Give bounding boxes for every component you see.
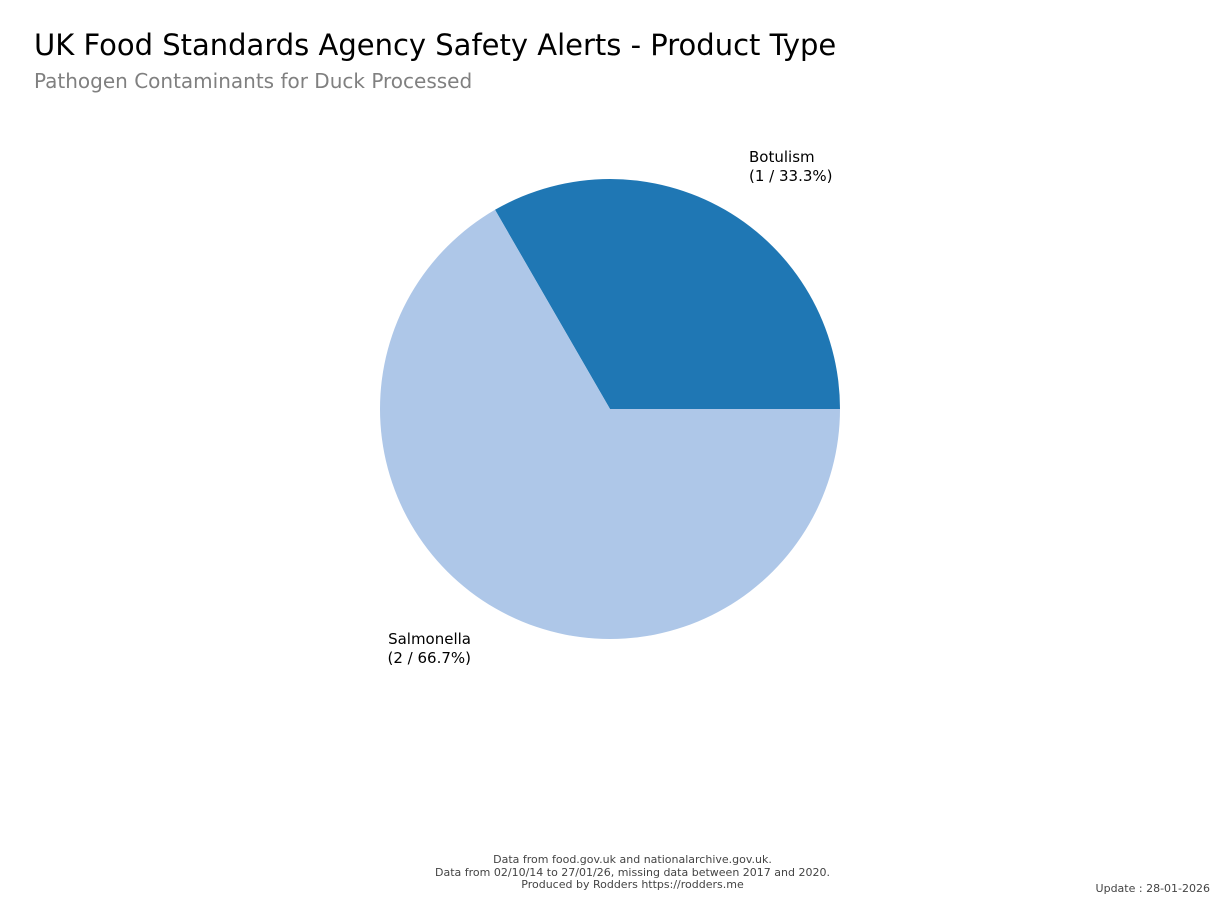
pie-slice-salmonella <box>380 209 840 639</box>
footer-source-line: Data from food.gov.uk and nationalarchiv… <box>493 853 772 866</box>
chart-title: UK Food Standards Agency Safety Alerts -… <box>34 28 837 62</box>
footer-producer-line: Produced by Rodders https://rodders.me <box>521 878 744 891</box>
footer-credits: Data from food.gov.uk and nationalarchiv… <box>0 853 1220 892</box>
slice-value-botulism: (1 / 33.3%) <box>749 167 833 185</box>
slice-value-salmonella: (2 / 66.7%) <box>388 649 472 667</box>
chart-subtitle: Pathogen Contaminants for Duck Processed <box>34 69 473 93</box>
update-date: Update : 28-01-2026 <box>1095 882 1210 895</box>
slice-label-salmonella: Salmonella <box>388 630 471 648</box>
footer-range-line: Data from 02/10/14 to 27/01/26, missing … <box>435 865 830 879</box>
pie-slice-botulism <box>495 178 840 409</box>
slice-label-botulism: Botulism <box>749 148 815 166</box>
